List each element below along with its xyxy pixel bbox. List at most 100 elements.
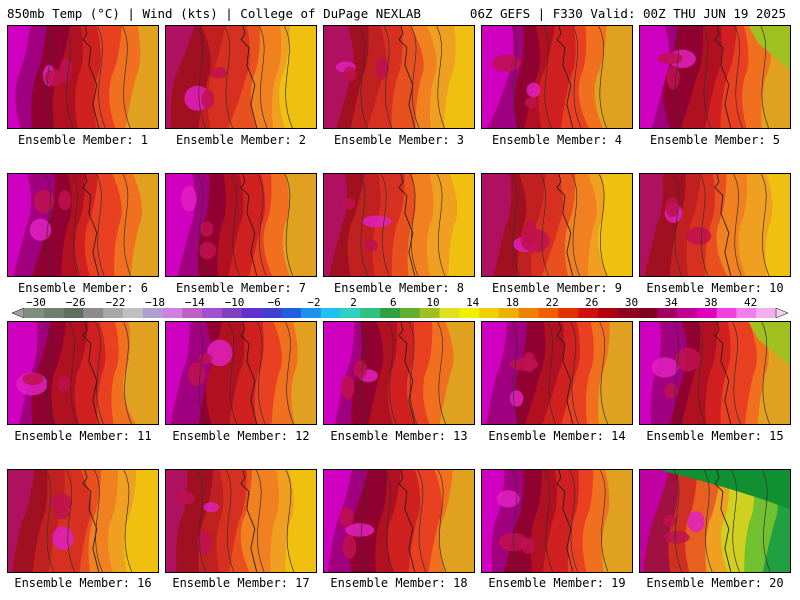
colorbar-tick-label: 30 <box>624 296 639 309</box>
temperature-colorbar <box>12 308 788 318</box>
colorbar-segment <box>380 308 401 318</box>
ensemble-member-label: Ensemble Member: 8 <box>333 281 465 295</box>
colorbar-tick-label: −10 <box>224 296 245 309</box>
colorbar-segment <box>122 308 144 318</box>
colorbar-tick-label: 22 <box>545 296 559 309</box>
ensemble-member-map <box>323 321 475 425</box>
colorbar-segment <box>261 308 282 318</box>
ensemble-member-map <box>165 321 317 425</box>
ensemble-member-label: Ensemble Member: 9 <box>491 281 623 295</box>
ensemble-member-map <box>7 469 159 573</box>
ensemble-member-label: Ensemble Member: 14 <box>488 429 626 443</box>
colorbar-segment <box>43 308 64 318</box>
colorbar-min-arrow <box>12 308 25 318</box>
colorbar-tick-label: −2 <box>307 296 321 309</box>
ensemble-member-label: Ensemble Member: 10 <box>646 281 784 295</box>
colorbar-segment <box>400 308 421 318</box>
colorbar-tick-label: 26 <box>585 296 599 309</box>
colorbar-segment <box>716 308 737 318</box>
colorbar-max-arrow <box>775 308 788 318</box>
colorbar-tick-label: 18 <box>505 296 520 309</box>
colorbar-segment <box>657 308 678 318</box>
colorbar-segment <box>202 308 223 318</box>
colorbar-segment <box>479 308 500 318</box>
colorbar-segment <box>162 308 183 318</box>
colorbar-segment <box>597 308 618 318</box>
ensemble-member-label: Ensemble Member: 18 <box>330 576 468 590</box>
colorbar-tick-label: −18 <box>145 296 166 309</box>
colorbar-tick-label: 2 <box>350 296 357 309</box>
colorbar-segment <box>24 308 45 318</box>
colorbar-tick-label: 42 <box>743 296 758 309</box>
ensemble-member-label: Ensemble Member: 7 <box>175 281 307 295</box>
colorbar-segment <box>63 308 84 318</box>
colorbar-segment <box>182 308 203 318</box>
colorbar-segment <box>83 308 104 318</box>
colorbar-tick-label: −30 <box>26 296 46 309</box>
ensemble-member-map <box>639 321 791 425</box>
run-valid-time: 06Z GEFS | F330 Valid: 00Z THU JUN 19 20… <box>469 6 786 21</box>
colorbar-segment <box>103 308 124 318</box>
colorbar-segment <box>578 308 599 318</box>
colorbar-segment <box>419 308 440 318</box>
ensemble-member-label: Ensemble Member: 15 <box>646 429 784 443</box>
colorbar-segment <box>617 308 638 318</box>
colorbar-tick-label: −22 <box>105 296 126 309</box>
colorbar-tick-label: 10 <box>426 296 440 309</box>
colorbar-segment <box>756 308 777 318</box>
ensemble-member-label: Ensemble Member: 4 <box>491 133 623 147</box>
colorbar-segment <box>518 308 539 318</box>
map-title: 850mb Temp (°C) | Wind (kts) | College o… <box>7 6 421 21</box>
colorbar-segment <box>696 308 717 318</box>
colorbar-segment <box>281 308 302 318</box>
colorbar-tick-label: −14 <box>184 296 205 309</box>
ensemble-member-label: Ensemble Member: 2 <box>175 133 307 147</box>
colorbar-tick-label: −26 <box>65 296 86 309</box>
ensemble-member-label: Ensemble Member: 16 <box>14 576 152 590</box>
colorbar-segment <box>301 308 322 318</box>
ensemble-member-label: Ensemble Member: 11 <box>14 429 152 443</box>
ensemble-member-map <box>7 173 159 277</box>
colorbar-segment <box>736 308 757 318</box>
colorbar-segment <box>142 308 163 318</box>
ensemble-member-map <box>481 469 633 573</box>
colorbar-tick-label: 14 <box>466 296 480 309</box>
ensemble-member-label: Ensemble Member: 20 <box>646 576 784 590</box>
colorbar-segment <box>459 308 480 318</box>
ensemble-member-label: Ensemble Member: 17 <box>172 576 310 590</box>
ensemble-member-map <box>7 321 159 425</box>
ensemble-member-map <box>639 469 791 573</box>
colorbar-tick-label: −6 <box>267 296 281 309</box>
ensemble-member-map <box>481 321 633 425</box>
ensemble-member-label: Ensemble Member: 6 <box>17 281 149 295</box>
colorbar-segment <box>538 308 559 318</box>
colorbar-segment <box>637 308 658 318</box>
ensemble-member-map <box>323 25 475 129</box>
ensemble-member-map <box>639 25 791 129</box>
ensemble-member-map <box>7 25 159 129</box>
colorbar-tick-label: 38 <box>704 296 718 309</box>
ensemble-member-map <box>323 469 475 573</box>
colorbar-tick-label: 34 <box>664 296 678 309</box>
colorbar-segment <box>320 308 341 318</box>
colorbar-segment <box>360 308 381 318</box>
ensemble-member-label: Ensemble Member: 3 <box>333 133 465 147</box>
colorbar-segment <box>677 308 698 318</box>
colorbar-segment <box>340 308 361 318</box>
ensemble-member-map <box>481 173 633 277</box>
ensemble-member-label: Ensemble Member: 19 <box>488 576 626 590</box>
colorbar-segment <box>439 308 460 318</box>
colorbar-segment <box>558 308 579 318</box>
ensemble-member-map <box>639 173 791 277</box>
colorbar-segment <box>221 308 242 318</box>
ensemble-member-label: Ensemble Member: 13 <box>330 429 468 443</box>
colorbar-segment <box>241 308 262 318</box>
ensemble-member-map <box>323 173 475 277</box>
ensemble-member-map <box>165 469 317 573</box>
ensemble-member-label: Ensemble Member: 5 <box>649 133 781 147</box>
ensemble-member-label: Ensemble Member: 12 <box>172 429 310 443</box>
ensemble-member-label: Ensemble Member: 1 <box>17 133 149 147</box>
ensemble-member-map <box>165 173 317 277</box>
ensemble-member-map <box>165 25 317 129</box>
